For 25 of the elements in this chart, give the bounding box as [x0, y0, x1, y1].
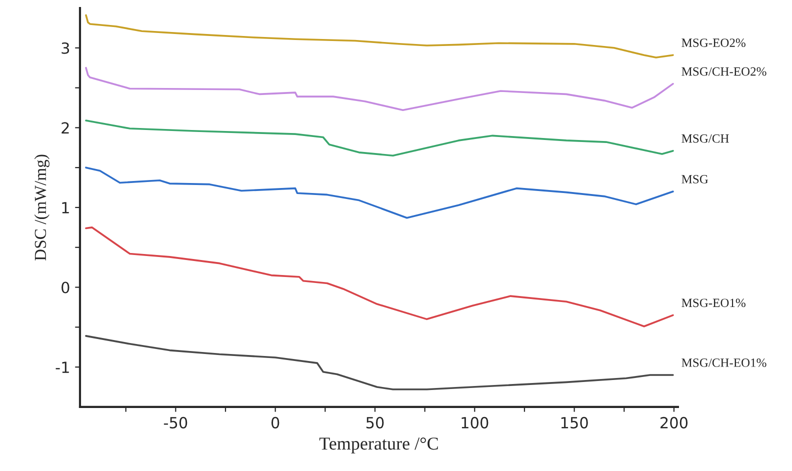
y-tick-label: 1: [62, 202, 69, 214]
x-tick-label: 200: [660, 416, 688, 428]
line-series: [85, 66, 674, 112]
y-axis-title: DSC /(mW/mg): [34, 154, 50, 260]
series-label: MSG: [682, 175, 708, 184]
y-tick-label: 3: [62, 42, 70, 54]
x-tick-label: 150: [561, 416, 588, 428]
series-label: MSG/CH-EO1%: [682, 358, 766, 367]
y-tick-label: -1: [56, 362, 69, 373]
series-label: MSG/CH-EO2%: [682, 67, 766, 76]
line-series: [85, 120, 674, 157]
line-series: [85, 226, 674, 328]
line-series: [85, 14, 674, 58]
x-tick-label: -50: [164, 416, 188, 428]
series-label: MSG-EO2%: [682, 38, 746, 48]
line-series: [85, 166, 674, 219]
y-tick-label: 2: [62, 122, 69, 134]
series-label: MSG/CH: [682, 134, 729, 143]
y-tick-label: 0: [62, 282, 70, 294]
x-tick-label: 0: [271, 416, 280, 428]
x-tick-label: 50: [366, 416, 384, 428]
line-series: [85, 335, 674, 390]
series-label: MSG-EO1%: [682, 298, 746, 308]
x-tick-label: 100: [462, 416, 488, 428]
x-axis-title: Temperature /°C: [319, 438, 438, 454]
